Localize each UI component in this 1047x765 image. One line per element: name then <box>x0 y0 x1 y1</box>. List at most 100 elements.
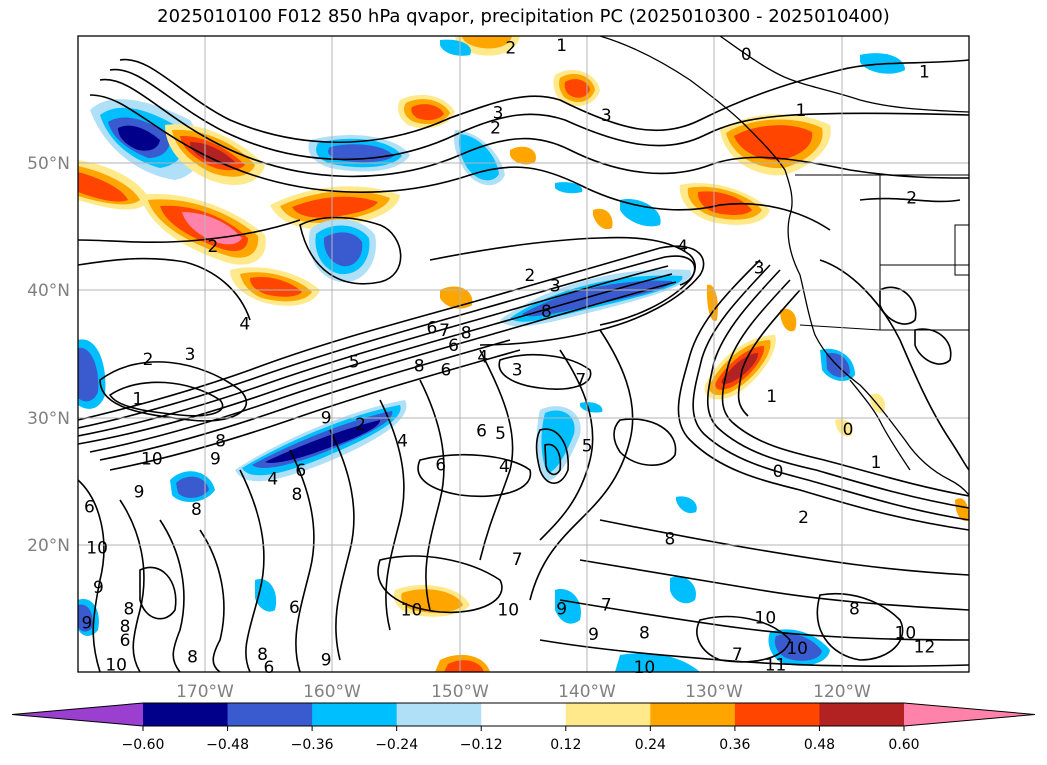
contour-label: 9 <box>134 482 145 502</box>
contour-line <box>677 259 969 531</box>
contour-line <box>78 479 105 672</box>
contour-label: 9 <box>210 449 221 469</box>
contour-label: 10 <box>86 538 108 558</box>
precip-fill-blue <box>323 232 363 267</box>
contour-label: 6 <box>440 360 451 380</box>
contour-label: 3 <box>754 259 765 279</box>
contour-line <box>692 264 969 521</box>
contour-label: 1 <box>796 101 807 121</box>
contour-line <box>89 94 831 231</box>
lat-label: 20°N <box>27 536 70 556</box>
contour-line <box>99 339 511 461</box>
precip-fill-blue <box>176 476 209 498</box>
contour-line <box>89 281 677 453</box>
lat-labels: 50°N 40°N 30°N 20°N <box>27 154 70 556</box>
precip-fill-blue <box>78 347 99 402</box>
contour-label: 9 <box>321 409 332 429</box>
precip-fill-red <box>190 142 235 165</box>
contour-line <box>479 349 514 561</box>
contour-label: 1 <box>556 36 567 56</box>
colorbar-bin <box>565 703 651 726</box>
colorbar-bin <box>734 703 820 726</box>
contour-label: 3 <box>550 276 561 296</box>
contour-label: 2 <box>505 38 516 58</box>
contour-label: 4 <box>239 314 250 334</box>
contour-line <box>579 559 969 611</box>
contour-label: 1 <box>871 453 882 473</box>
contour-label: 8 <box>461 323 472 343</box>
precip-fill-blue <box>440 39 471 56</box>
contour-label: 3 <box>512 360 523 380</box>
contour-line <box>721 279 969 497</box>
contour-label: 8 <box>124 599 135 619</box>
contour-label: 8 <box>187 648 198 668</box>
colorbar-tick-label: −0.48 <box>206 737 249 753</box>
precip-fill-red <box>440 286 473 309</box>
contour-label: 1 <box>766 387 777 407</box>
contour-line <box>419 379 445 611</box>
contour-label: 7 <box>439 321 450 341</box>
precip-fill-red <box>78 172 128 202</box>
lon-label: 120°W <box>813 682 871 702</box>
contour-line <box>99 78 969 179</box>
contour-label: 6 <box>120 631 131 651</box>
contour-label: 4 <box>677 237 688 257</box>
contour-label: 5 <box>349 353 360 373</box>
precip-fill-red <box>697 191 752 215</box>
precip-fill-red <box>706 284 718 322</box>
lon-label: 150°W <box>431 682 489 702</box>
contour-label: 12 <box>914 638 936 658</box>
contour-line <box>498 354 592 390</box>
precip-fill-blue <box>78 604 93 632</box>
colorbar-bin <box>396 703 482 726</box>
contour-label: 2 <box>143 350 154 370</box>
precip-fill-blue <box>541 410 575 473</box>
contour-label: 7 <box>575 370 586 390</box>
precip-fill-layer <box>78 36 969 672</box>
contour-line <box>329 429 355 661</box>
contour-label: 8 <box>120 617 131 637</box>
contour-label: 4 <box>267 470 278 490</box>
contour-line <box>613 418 677 466</box>
contour-label: 6 <box>448 336 459 356</box>
contour-label: 8 <box>414 356 425 376</box>
contour-line <box>109 349 521 471</box>
contour-label: 2 <box>906 189 917 209</box>
contour-label: 7 <box>512 550 523 570</box>
contour-label: 1 <box>919 63 930 83</box>
contour-label: 7 <box>732 645 743 665</box>
contour-label: 0 <box>773 462 784 482</box>
contour-label: 3 <box>185 345 196 365</box>
colorbar-bin <box>227 703 313 726</box>
lat-label: 50°N <box>27 154 70 174</box>
contour-line <box>599 519 969 576</box>
precip-fill-red <box>564 79 590 98</box>
precip-fill-red <box>870 393 886 414</box>
lat-label: 40°N <box>27 281 70 301</box>
precip-fill-blue <box>118 125 160 151</box>
contour-label: 8 <box>191 500 202 520</box>
precip-fill-red <box>292 196 378 218</box>
contour-label: 10 <box>105 655 127 675</box>
contour-label: 2 <box>798 508 809 528</box>
contour-label: 6 <box>264 658 275 678</box>
contour-label: 6 <box>476 421 487 441</box>
contour-label: 2 <box>524 266 535 286</box>
contour-label: 8 <box>215 431 226 451</box>
colorbar-tick-label: −0.36 <box>291 737 334 753</box>
lon-label: 160°W <box>303 682 361 702</box>
contour-line <box>159 519 185 672</box>
border-line <box>954 224 969 276</box>
contour-label: 10 <box>497 601 519 621</box>
precip-fill-red <box>462 36 512 49</box>
precip-fill-red <box>835 418 853 437</box>
colorbar-ticks: −0.60 −0.48 −0.36 −0.24 −0.12 0.12 0.24 0.36 0.4… <box>122 726 920 753</box>
contour-line <box>289 449 315 672</box>
contour-label: 8 <box>292 485 303 505</box>
contour-label: 2 <box>355 415 366 435</box>
border-line <box>799 324 881 331</box>
contour-line <box>377 555 503 614</box>
contour-line <box>78 219 301 244</box>
